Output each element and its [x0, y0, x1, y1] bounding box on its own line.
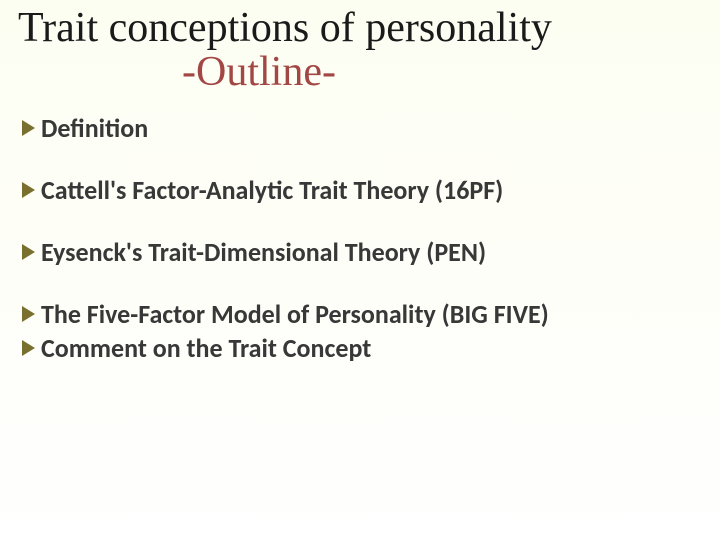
bullet-list: Definition Cattell's Factor-Analytic Tra…	[18, 112, 702, 364]
title-line-1: Trait conceptions of personality	[18, 5, 552, 51]
slide: Trait conceptions of personality -Outlin…	[0, 0, 720, 540]
bullet-label: The Five-Factor Model of Personality (BI…	[41, 298, 549, 330]
list-item: Definition	[22, 112, 702, 144]
bullet-arrow-icon	[22, 120, 35, 136]
bullet-label: Definition	[41, 112, 148, 144]
list-item: Eysenck's Trait-Dimensional Theory (PEN)	[22, 236, 702, 268]
bullet-label: Eysenck's Trait-Dimensional Theory (PEN)	[41, 236, 486, 268]
title-line-2: -Outline-	[182, 50, 702, 94]
bullet-arrow-icon	[22, 306, 35, 322]
list-item: Cattell's Factor-Analytic Trait Theory (…	[22, 174, 702, 206]
bullet-arrow-icon	[22, 340, 35, 356]
list-item: The Five-Factor Model of Personality (BI…	[22, 298, 702, 330]
bullet-arrow-icon	[22, 244, 35, 260]
bullet-label: Cattell's Factor-Analytic Trait Theory (…	[41, 174, 503, 206]
bullet-label: Comment on the Trait Concept	[41, 332, 371, 364]
bullet-arrow-icon	[22, 182, 35, 198]
slide-title: Trait conceptions of personality -Outlin…	[18, 6, 702, 94]
list-item: Comment on the Trait Concept	[22, 332, 702, 364]
